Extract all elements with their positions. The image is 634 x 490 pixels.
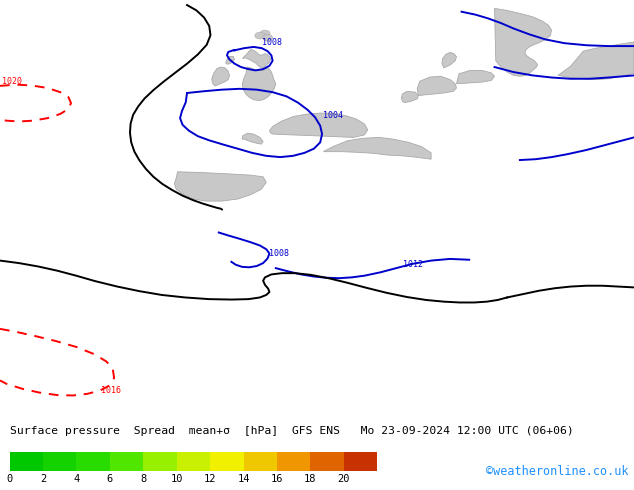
Text: 14: 14 (237, 474, 250, 484)
Text: 18: 18 (304, 474, 316, 484)
Bar (143, 452, 177, 471)
Text: 1012: 1012 (403, 260, 423, 270)
Bar (76, 452, 110, 471)
Polygon shape (442, 52, 456, 68)
Text: 0: 0 (6, 474, 13, 484)
Bar (10, 452, 43, 471)
Text: 1004: 1004 (323, 111, 344, 120)
Text: 1020: 1020 (2, 77, 22, 86)
Polygon shape (456, 71, 495, 84)
Bar (110, 452, 143, 471)
Polygon shape (323, 137, 431, 159)
Polygon shape (212, 67, 230, 86)
Text: 8: 8 (140, 474, 146, 484)
Circle shape (255, 32, 265, 39)
Text: 12: 12 (204, 474, 216, 484)
Bar (277, 452, 311, 471)
Text: 20: 20 (337, 474, 350, 484)
Text: 16: 16 (271, 474, 283, 484)
Text: 1008: 1008 (269, 249, 290, 258)
Circle shape (262, 34, 273, 41)
Text: 6: 6 (107, 474, 113, 484)
Polygon shape (417, 76, 456, 96)
Polygon shape (495, 8, 552, 76)
Bar (177, 452, 210, 471)
Polygon shape (242, 133, 263, 144)
Bar (43, 452, 76, 471)
Polygon shape (226, 56, 235, 64)
Text: 10: 10 (171, 474, 183, 484)
Bar (210, 452, 243, 471)
Polygon shape (558, 42, 634, 79)
Circle shape (260, 30, 270, 37)
Polygon shape (269, 113, 368, 137)
Bar (311, 452, 344, 471)
Bar (243, 452, 277, 471)
Polygon shape (401, 91, 418, 102)
Polygon shape (242, 67, 276, 100)
Text: Surface pressure  Spread  mean+σ  [hPa]  GFS ENS   Mo 23-09-2024 12:00 UTC (06+0: Surface pressure Spread mean+σ [hPa] GFS… (10, 425, 573, 436)
Text: 2: 2 (40, 474, 46, 484)
Text: 4: 4 (74, 474, 79, 484)
Polygon shape (174, 172, 266, 201)
Bar (344, 452, 377, 471)
Text: 1016: 1016 (101, 386, 122, 394)
Text: ©weatheronline.co.uk: ©weatheronline.co.uk (486, 465, 629, 478)
Polygon shape (243, 49, 271, 68)
Text: 1008: 1008 (262, 38, 282, 47)
